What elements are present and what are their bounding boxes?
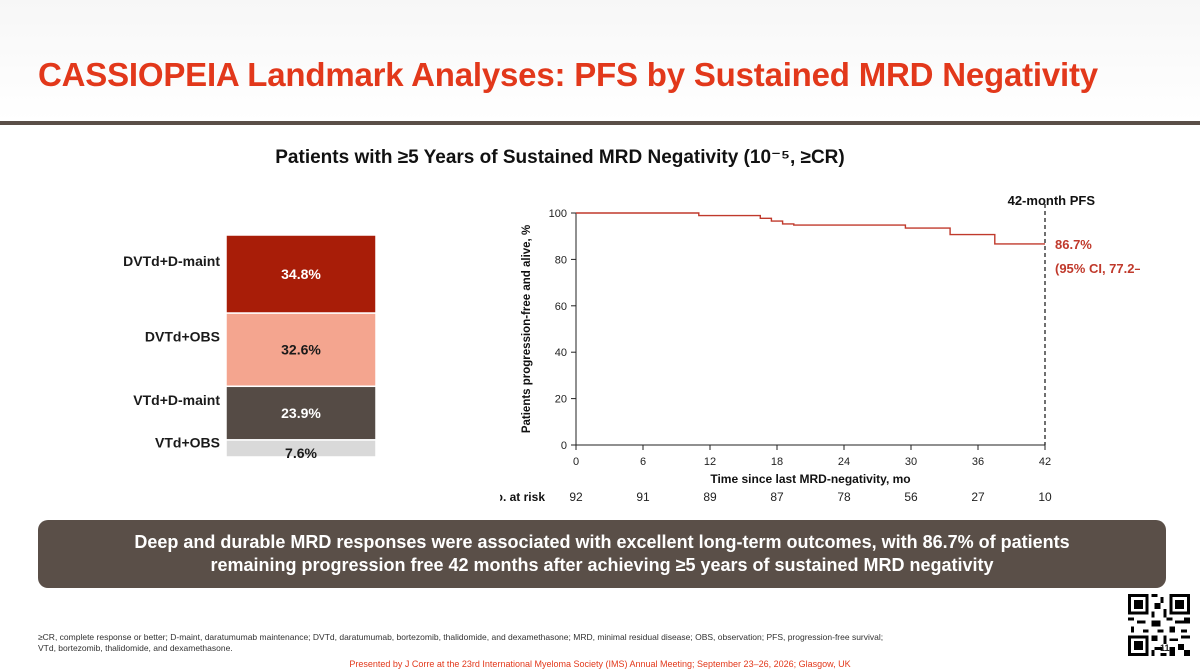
x-tick-label: 12 bbox=[704, 456, 716, 468]
y-tick-label: 100 bbox=[549, 208, 567, 220]
y-tick-label: 80 bbox=[555, 254, 567, 266]
bar-segment-1 bbox=[225, 234, 377, 314]
x-axis-title: Time since last MRD-negativity, mo bbox=[710, 472, 910, 486]
x-tick-label: 0 bbox=[573, 456, 579, 468]
presented-by: Presented by J Corre at the 23rd Interna… bbox=[349, 659, 851, 669]
segment-value-label: 23.9% bbox=[281, 405, 321, 421]
x-tick-label: 24 bbox=[838, 456, 850, 468]
slide-title: CASSIOPEIA Landmark Analyses: PFS by Sus… bbox=[38, 56, 1098, 93]
risk-table-value: 91 bbox=[636, 490, 650, 504]
risk-table-label: No. at risk bbox=[500, 490, 545, 504]
risk-table-value: 56 bbox=[904, 490, 918, 504]
segment-value-label: 7.6% bbox=[285, 445, 317, 461]
conclusion-banner: Deep and durable MRD responses were asso… bbox=[38, 520, 1166, 588]
y-tick-label: 20 bbox=[555, 394, 567, 406]
risk-table-value: 78 bbox=[837, 490, 851, 504]
y-tick-label: 0 bbox=[561, 440, 567, 452]
segment-category-label: DVTd+OBS bbox=[145, 329, 220, 345]
pfs-ci-label: (95% CI, 77.2–97.4) bbox=[1055, 261, 1140, 276]
footnote-line-2: VTd, bortezomib, thalidomide, and dexame… bbox=[38, 643, 233, 653]
segment-category-label: VTd+D-maint bbox=[133, 392, 220, 408]
chart-subtitle: Patients with ≥5 Years of Sustained MRD … bbox=[275, 147, 845, 168]
pfs-value-label: 86.7% bbox=[1055, 237, 1092, 252]
x-tick-label: 18 bbox=[771, 456, 783, 468]
reference-line-label: 42-month PFS bbox=[1008, 193, 1096, 208]
y-tick-label: 60 bbox=[555, 301, 567, 313]
banner-line-1: Deep and durable MRD responses were asso… bbox=[134, 532, 1070, 552]
segment-value-label: 34.8% bbox=[281, 266, 321, 282]
risk-table-value: 89 bbox=[703, 490, 717, 504]
header-band bbox=[0, 0, 1200, 122]
segment-value-label: 32.6% bbox=[281, 342, 321, 358]
km-curve bbox=[576, 212, 1045, 245]
x-tick-label: 30 bbox=[905, 456, 917, 468]
segment-category-label: VTd+OBS bbox=[155, 434, 220, 450]
title-divider bbox=[0, 121, 1200, 125]
bar-segment-2 bbox=[225, 312, 377, 388]
page-number: 11 bbox=[1160, 643, 1170, 653]
risk-table-value: 92 bbox=[569, 490, 583, 504]
kaplan-meier-chart: 0 20 40 60 80 100 0 6 12 18 24 30 36 42 Time since las… bbox=[500, 193, 1140, 504]
footnote: ≥CR, complete response or better; D-main… bbox=[38, 632, 1078, 654]
risk-table-value: 87 bbox=[770, 490, 784, 504]
x-tick-label: 42 bbox=[1039, 456, 1051, 468]
risk-table-value: 10 bbox=[1038, 490, 1052, 504]
qr-code-icon[interactable] bbox=[1128, 594, 1190, 656]
y-tick-label: 40 bbox=[555, 347, 567, 359]
bar-segment-4 bbox=[225, 439, 377, 458]
bar-segment-3 bbox=[225, 385, 377, 441]
segment-category-label: DVTd+D-maint bbox=[123, 253, 220, 269]
footnote-line-1: ≥CR, complete response or better; D-main… bbox=[38, 632, 884, 642]
y-axis-title: Patients progression-free and alive, % bbox=[521, 225, 533, 433]
x-tick-label: 36 bbox=[972, 456, 984, 468]
x-tick-label: 6 bbox=[640, 456, 646, 468]
stacked-bar-chart: 34.8% DVTd+D-maint 32.6% DVTd+OBS 23.9% VTd+D… bbox=[123, 234, 377, 461]
risk-table-value: 27 bbox=[971, 490, 985, 504]
banner-line-2: remaining progression free 42 months aft… bbox=[210, 555, 994, 575]
